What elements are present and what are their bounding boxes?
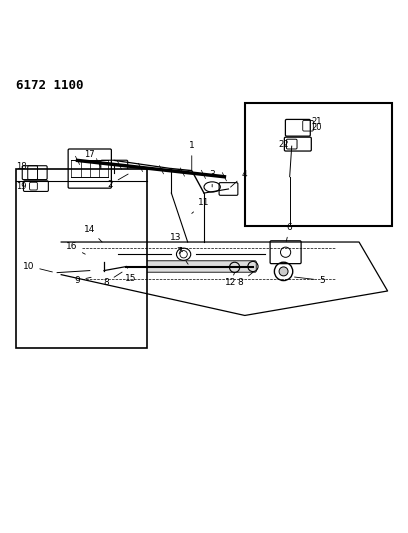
Text: 4: 4: [231, 169, 248, 187]
Text: 5: 5: [295, 276, 325, 285]
Text: 6172 1100: 6172 1100: [16, 79, 84, 92]
Bar: [245, 103, 392, 225]
Text: 14: 14: [84, 225, 102, 242]
Ellipse shape: [279, 267, 288, 276]
Text: 8: 8: [103, 272, 122, 287]
Text: 10: 10: [23, 262, 52, 272]
Text: 6: 6: [286, 223, 293, 241]
Text: 7: 7: [177, 247, 188, 264]
Text: 8: 8: [238, 272, 253, 287]
Text: 19: 19: [16, 182, 27, 191]
Text: 21: 21: [311, 117, 322, 126]
Text: 12: 12: [225, 272, 236, 287]
Ellipse shape: [93, 266, 102, 275]
Bar: [16, 168, 147, 348]
Text: 2: 2: [107, 174, 128, 189]
Text: 17: 17: [84, 150, 95, 159]
Text: 22: 22: [278, 140, 289, 149]
Text: 3: 3: [209, 169, 215, 187]
Text: 15: 15: [125, 268, 136, 283]
Text: 1: 1: [189, 141, 195, 170]
FancyBboxPatch shape: [123, 261, 256, 272]
Text: 16: 16: [66, 243, 85, 254]
Text: 13: 13: [170, 233, 182, 252]
Text: 11: 11: [192, 198, 210, 213]
Text: 9: 9: [75, 276, 91, 285]
Text: 20: 20: [311, 123, 322, 132]
Text: 18: 18: [16, 162, 27, 171]
